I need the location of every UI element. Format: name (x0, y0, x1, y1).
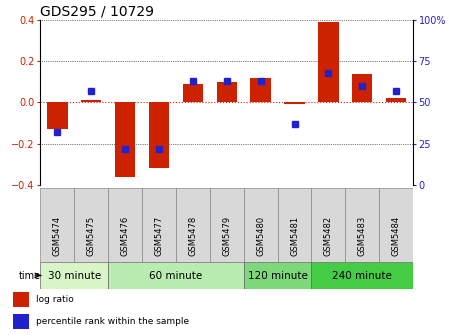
Bar (312, 188, 345, 262)
Bar (149, 102, 169, 168)
Text: GSM5477: GSM5477 (154, 216, 163, 256)
Text: GSM5474: GSM5474 (53, 216, 62, 256)
Bar (345, 188, 379, 262)
Text: GSM5480: GSM5480 (256, 216, 265, 256)
Text: percentile rank within the sample: percentile rank within the sample (36, 317, 189, 326)
Bar (40, 188, 74, 262)
Bar (74, 188, 108, 262)
Text: 30 minute: 30 minute (48, 270, 101, 281)
Text: GSM5481: GSM5481 (290, 216, 299, 256)
Text: log ratio: log ratio (36, 295, 74, 304)
Bar (251, 78, 271, 102)
Bar (13, 314, 29, 329)
Bar (183, 84, 203, 102)
Bar (284, 102, 305, 103)
Text: time: time (18, 270, 40, 281)
Bar (379, 188, 413, 262)
Text: GSM5484: GSM5484 (392, 216, 401, 256)
Bar (244, 262, 312, 289)
Bar (81, 100, 101, 102)
Text: 120 minute: 120 minute (248, 270, 308, 281)
Text: GSM5475: GSM5475 (87, 216, 96, 256)
Bar (115, 102, 135, 177)
Bar (352, 74, 372, 102)
Text: GSM5482: GSM5482 (324, 216, 333, 256)
Bar (108, 262, 244, 289)
Text: GDS295 / 10729: GDS295 / 10729 (40, 5, 154, 19)
Bar (40, 262, 108, 289)
Text: GSM5479: GSM5479 (222, 216, 231, 256)
Text: GSM5476: GSM5476 (121, 216, 130, 256)
Text: 240 minute: 240 minute (332, 270, 392, 281)
Bar (47, 102, 67, 129)
Bar (318, 22, 339, 102)
Bar (210, 188, 244, 262)
Bar (216, 82, 237, 102)
Bar (142, 188, 176, 262)
Bar (386, 98, 406, 102)
Bar (108, 188, 142, 262)
Bar (13, 292, 29, 307)
Bar (176, 188, 210, 262)
Text: GSM5483: GSM5483 (358, 216, 367, 256)
Bar (244, 188, 277, 262)
Bar (312, 262, 413, 289)
Text: 60 minute: 60 minute (150, 270, 202, 281)
Text: GSM5478: GSM5478 (189, 216, 198, 256)
Bar (277, 188, 312, 262)
